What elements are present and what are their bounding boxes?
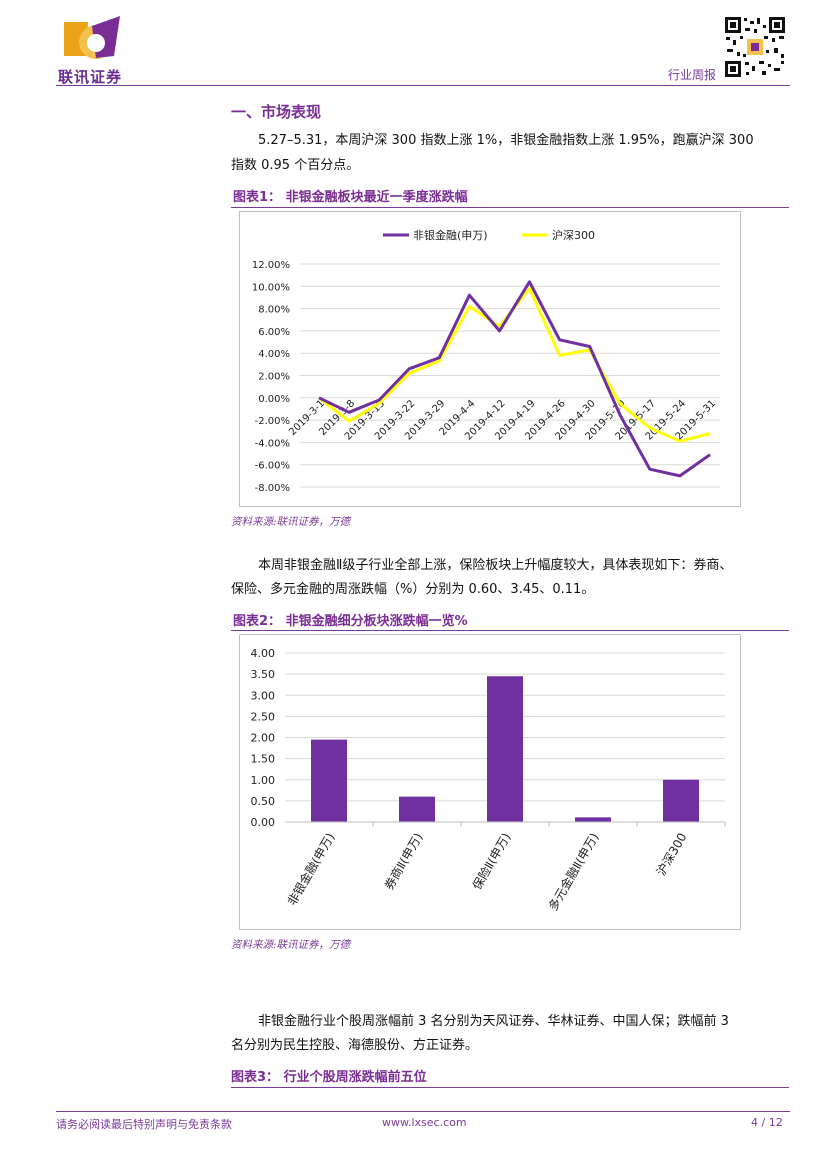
y-tick-label: 3.50 [251, 668, 276, 681]
line-chart-frame: 12.00% 10.00% 8.00% 6.00% 4.00% 2.00% 0.00% -2.… [239, 211, 741, 507]
x-tick-label: 沪深300 [654, 831, 690, 879]
bar-chart-frame: 4.00 3.50 3.00 2.50 2.00 1.50 1.00 0.50 0.00 非银金融… [239, 634, 741, 930]
report-type: 行业周报 [668, 68, 717, 82]
y-tick-label: 4.00% [258, 349, 290, 360]
line-chart: 12.00% 10.00% 8.00% 6.00% 4.00% 2.00% 0.00% -2.… [252, 228, 720, 494]
footer-website[interactable]: www.lxsec.com [382, 1116, 467, 1129]
bar [399, 796, 435, 822]
y-tick-label: -8.00% [255, 483, 290, 494]
x-tick-label: 多元金融Ⅱ(申万) [545, 830, 602, 913]
y-tick-label: 8.00% [258, 305, 290, 316]
header-rule [56, 85, 790, 86]
series-line-nonbank [318, 280, 711, 478]
figure-2-title: 图表2： 非银金融细分板块涨跌幅一览% [233, 614, 468, 629]
paragraph-1-cont: 指数 0.95 个百分点。 [231, 158, 360, 173]
y-tick-label: 0.50 [251, 795, 276, 808]
y-tick-label: 10.00% [252, 282, 290, 293]
footer-rule [56, 1111, 790, 1112]
y-tick-label: 2.50 [251, 710, 276, 723]
page-number: 4 / 12 [751, 1116, 783, 1129]
paragraph-3: 非银金融行业个股周涨幅前 3 名分别为天风证券、华林证券、中国人保；跌幅前 3 [258, 1014, 729, 1029]
y-tick-label: 2.00 [251, 732, 276, 745]
legend-label: 沪深300 [552, 228, 595, 242]
figure-1-title: 图表1： 非银金融板块最近一季度涨跌幅 [233, 190, 468, 205]
figure-3-title: 图表3： 行业个股周涨跌幅前五位 [231, 1070, 427, 1085]
y-tick-label: -2.00% [255, 416, 290, 427]
footer-disclaimer: 请务必阅读最后特别声明与免责条款 [56, 1118, 232, 1131]
y-tick-label: 4.00 [251, 647, 276, 660]
y-tick-label: 2.00% [258, 372, 290, 383]
company-logo [56, 12, 136, 72]
y-tick-label: 1.50 [251, 753, 276, 766]
bar-chart: 4.00 3.50 3.00 2.50 2.00 1.50 1.00 0.50 0.00 非银金融… [251, 647, 726, 913]
y-tick-label: 1.00 [251, 774, 276, 787]
y-tick-label: 6.00% [258, 327, 290, 338]
figure-3-title-rule [231, 1087, 789, 1088]
bar [575, 817, 611, 822]
bar [311, 739, 347, 822]
y-tick-label: 0.00 [251, 816, 276, 829]
paragraph-1: 5.27–5.31，本周沪深 300 指数上涨 1%，非银金融指数上涨 1.95… [258, 133, 754, 148]
y-tick-label: -4.00% [255, 438, 290, 449]
x-tick-label: 券商Ⅱ(申万) [381, 830, 426, 892]
source-note-1: 资料来源:联讯证券，万德 [231, 516, 351, 528]
paragraph-2-cont: 保险、多元金融的周涨跌幅（%）分别为 0.60、3.45、0.11。 [231, 582, 595, 597]
bar [487, 676, 523, 822]
figure-2-title-rule [231, 630, 789, 631]
y-tick-label: -6.00% [255, 461, 290, 472]
y-tick-label: 3.00 [251, 689, 276, 702]
section-title: 一、市场表现 [231, 103, 322, 121]
figure-1-title-rule [231, 207, 789, 208]
logo-text: 联讯证券 [58, 68, 123, 86]
bar [663, 779, 699, 822]
paragraph-3-cont: 名分别为民生控股、海德股份、方正证券。 [231, 1038, 479, 1053]
qr-code-icon [724, 16, 786, 78]
x-tick-label: 保险Ⅱ(申万) [469, 830, 514, 892]
legend-label: 非银金融(申万) [413, 228, 488, 242]
source-note-2: 资料来源:联讯证券，万德 [231, 939, 351, 951]
y-tick-label: 12.00% [252, 260, 290, 271]
paragraph-2: 本周非银金融Ⅱ级子行业全部上涨，保险板块上升幅度较大，具体表现如下：券商、 [258, 558, 733, 573]
x-tick-label: 非银金融(申万) [284, 830, 338, 908]
y-tick-label: 0.00% [258, 394, 290, 405]
